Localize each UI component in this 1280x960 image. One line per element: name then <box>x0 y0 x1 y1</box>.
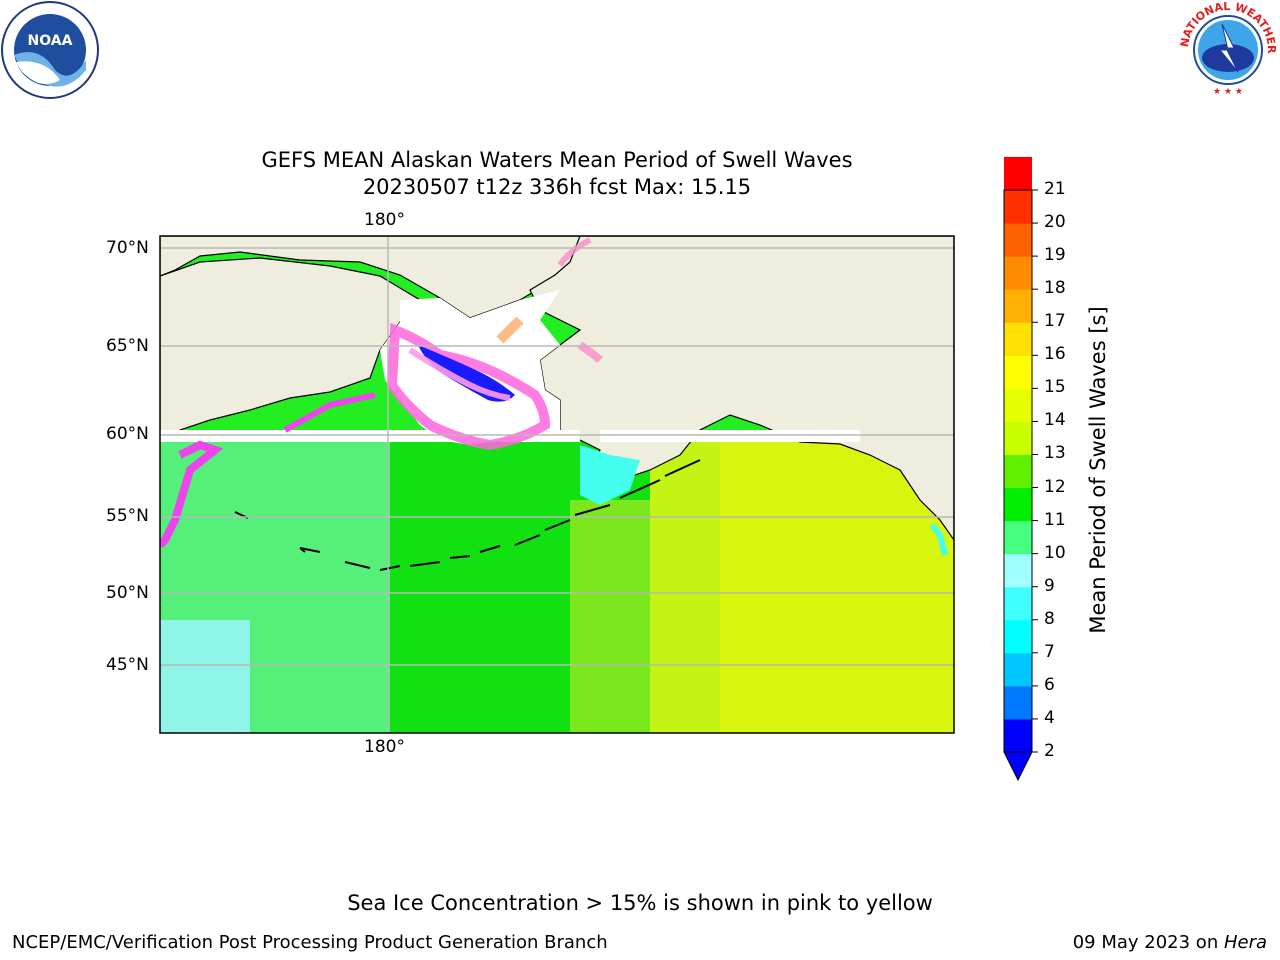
lat-label-55: 55°N <box>106 506 149 526</box>
map-frame <box>159 235 955 734</box>
lat-label-65: 65°N <box>106 336 149 356</box>
colorbar-bin <box>1004 520 1032 555</box>
footer-machine: Hera <box>1223 932 1267 953</box>
colorbar-tick-label: 8 <box>1044 608 1055 629</box>
aleutian-islands <box>299 459 701 571</box>
colorbar-tick-label: 16 <box>1044 344 1066 365</box>
lat-label-50: 50°N <box>106 583 149 603</box>
colorbar-bin <box>1004 355 1032 389</box>
colorbar-tick-label: 17 <box>1044 311 1066 332</box>
colorbar-bin <box>1004 619 1032 654</box>
footer-credit: NCEP/EMC/Verification Post Processing Pr… <box>12 932 608 953</box>
colorbar-bin <box>1004 718 1032 753</box>
colorbar-tick-label: 9 <box>1044 575 1055 596</box>
colorbar-bin <box>1004 652 1032 687</box>
colorbar-tick-label: 2 <box>1044 741 1055 761</box>
colorbar-bin <box>1004 487 1032 522</box>
colorbar-tick-label: 20 <box>1044 212 1066 233</box>
colorbar-tick-label: 10 <box>1044 542 1066 563</box>
colorbar-bin <box>1004 586 1032 621</box>
colorbar-tick-label: 19 <box>1044 245 1066 266</box>
colorbar-tick-label: 13 <box>1044 443 1066 464</box>
colorbar-tick-label: 21 <box>1044 179 1066 199</box>
lat-label-45: 45°N <box>106 655 149 675</box>
footer-date: 09 May 2023 on <box>1072 932 1224 953</box>
colorbar-bin <box>1004 289 1032 323</box>
colorbar-tick-label: 7 <box>1044 641 1055 662</box>
colorbar-tick-label: 11 <box>1044 509 1066 530</box>
colorbar-bin <box>1004 322 1032 356</box>
ice-deep <box>418 345 515 402</box>
colorbar-bin <box>1004 223 1032 257</box>
colorbar-label: Mean Period of Swell Waves [s] <box>1086 306 1110 634</box>
colorbar-tick-label: 4 <box>1044 707 1055 728</box>
lat-label-60: 60°N <box>106 424 149 444</box>
colorbar-bin <box>1004 190 1032 224</box>
colorbar-tick-label: 14 <box>1044 410 1066 431</box>
colorbar-extend-arrow <box>1003 751 1033 782</box>
colorbar-tick-label: 15 <box>1044 377 1066 398</box>
lat-label-70: 70°N <box>106 238 149 258</box>
colorbar-bin <box>1004 156 1032 191</box>
colorbar-tick-label: 12 <box>1044 476 1066 497</box>
colorbar-bin <box>1004 685 1032 720</box>
lon-label-bottom: 180° <box>364 737 405 757</box>
map-title: GEFS MEAN Alaskan Waters Mean Period of … <box>261 148 853 172</box>
map-subtitle: 20230507 t12z 336h fcst Max: 15.15 <box>362 175 752 199</box>
lon-label-top: 180° <box>364 210 405 230</box>
colorbar-frame <box>1003 189 1033 753</box>
ice-edge <box>386 322 551 451</box>
colorbar-bin <box>1004 256 1032 290</box>
sea-ice-note: Sea Ice Concentration > 15% is shown in … <box>347 891 933 915</box>
colorbar-tick-label: 6 <box>1044 674 1055 695</box>
colorbar-bin <box>1004 553 1032 588</box>
colorbar-bin <box>1004 421 1032 455</box>
footer-date-line: 09 May 2023 on Hera <box>1073 932 1267 953</box>
colorbar-tick-label: 18 <box>1044 278 1066 299</box>
colorbar-bin <box>1004 454 1032 489</box>
colorbar-bin <box>1004 388 1032 422</box>
